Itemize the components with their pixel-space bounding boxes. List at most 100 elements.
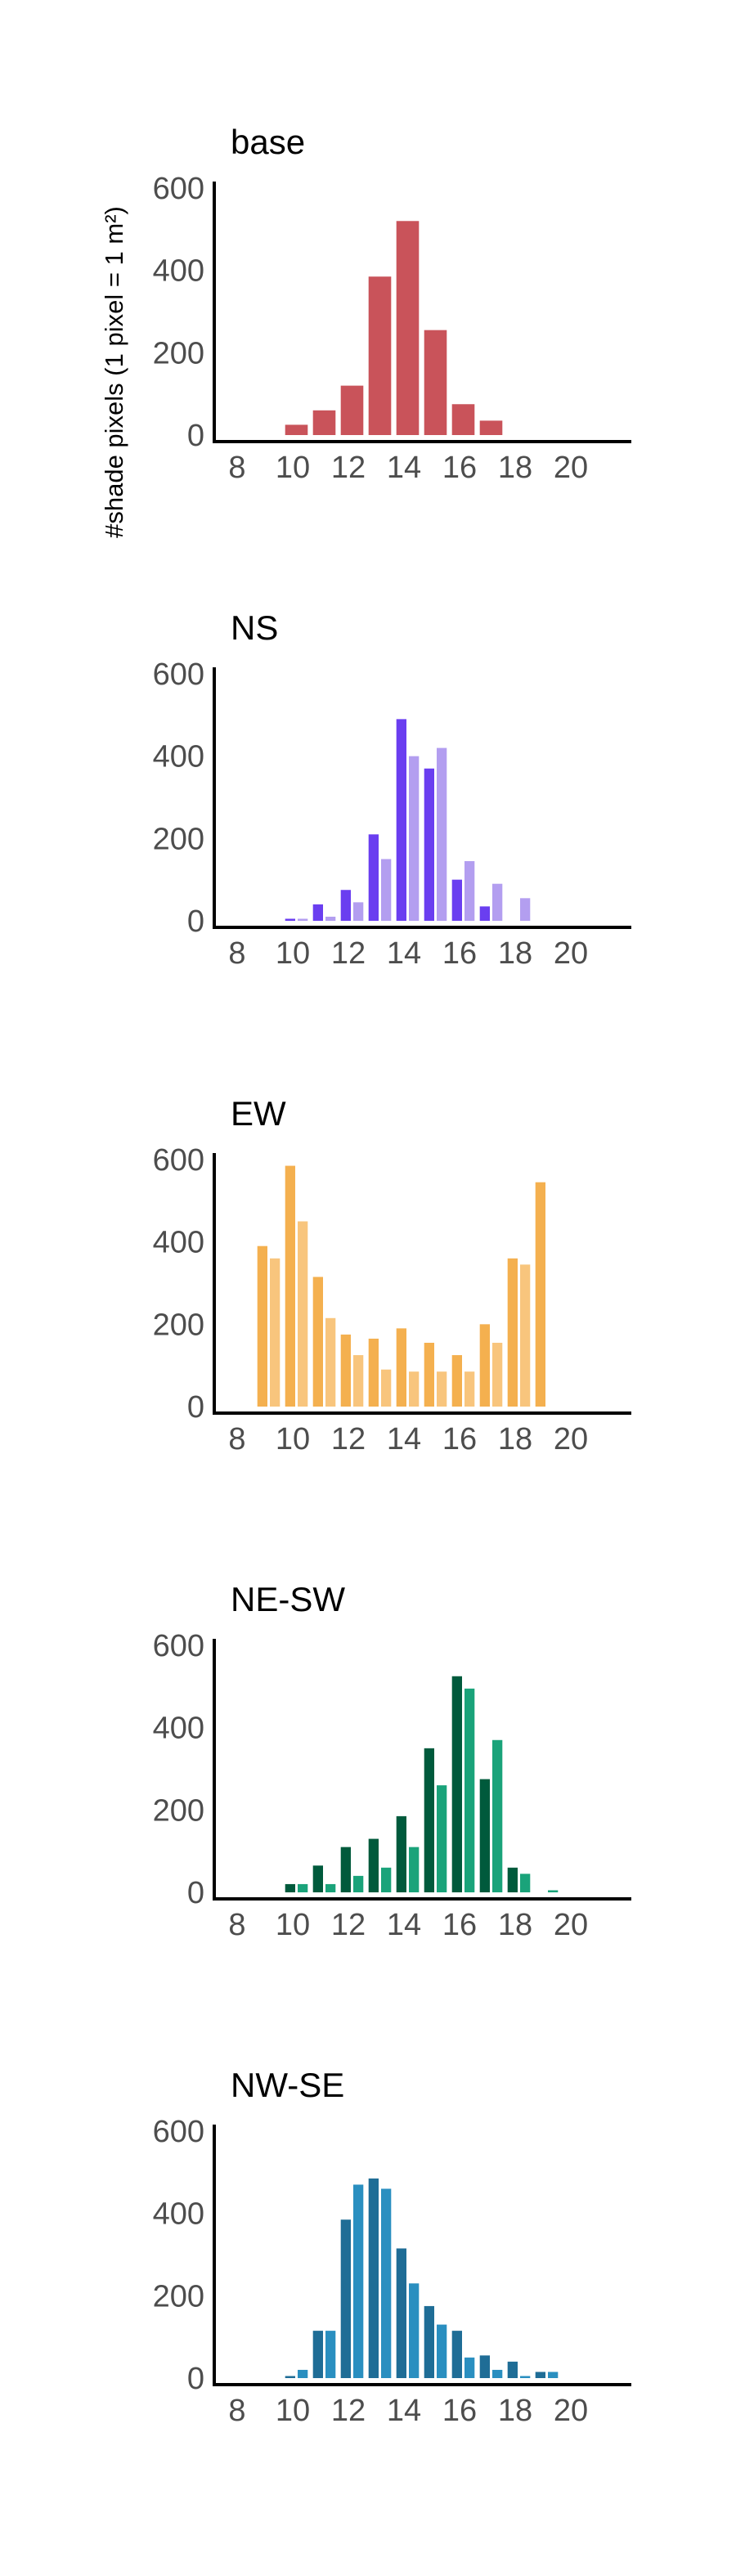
bar xyxy=(424,1342,434,1407)
bar xyxy=(479,1324,490,1407)
bar xyxy=(424,768,434,921)
bar xyxy=(298,1221,308,1407)
x-tick-label: 18 xyxy=(498,1908,532,1942)
y-tick-label: 200 xyxy=(153,2279,204,2313)
x-tick-label: 18 xyxy=(498,2394,532,2428)
bar xyxy=(424,2305,434,2378)
bar xyxy=(492,1739,503,1892)
y-tick-label: 400 xyxy=(153,1226,204,1260)
bar xyxy=(368,2178,379,2378)
bar xyxy=(464,1371,475,1407)
bar xyxy=(340,2219,351,2378)
bar xyxy=(437,1785,447,1892)
bar xyxy=(409,1371,420,1407)
x-tick-label: 16 xyxy=(442,1422,477,1456)
y-tick-label: 200 xyxy=(153,1308,204,1342)
bar xyxy=(285,2376,295,2378)
bar xyxy=(437,2324,447,2378)
y-tick-label: 0 xyxy=(187,1390,204,1425)
bar xyxy=(451,2331,462,2378)
x-tick-label: 18 xyxy=(498,451,532,485)
y-tick-label: 600 xyxy=(153,172,204,206)
bar xyxy=(285,424,308,435)
x-tick-label: 10 xyxy=(276,451,310,485)
y-tick-label: 400 xyxy=(153,1712,204,1746)
bar xyxy=(479,906,490,921)
bar xyxy=(298,2369,308,2378)
bar xyxy=(381,1369,392,1407)
bar xyxy=(353,1355,364,1407)
bar xyxy=(381,859,392,921)
x-tick-label: 14 xyxy=(387,1422,421,1456)
chart-panel-3: EW 0 200 400 600 8 10 12 14 16 18 20 xyxy=(153,1094,631,1456)
bar xyxy=(520,898,531,921)
y-tick-label: 200 xyxy=(153,1793,204,1828)
bar xyxy=(325,2331,336,2378)
bar xyxy=(353,902,364,921)
y-tick-label: 0 xyxy=(187,2362,204,2396)
x-tick-label: 20 xyxy=(554,1908,588,1942)
bar xyxy=(507,1867,518,1892)
panel-title: NE-SW xyxy=(231,1580,345,1618)
y-tick-label: 400 xyxy=(153,254,204,289)
x-tick-label: 10 xyxy=(276,1422,310,1456)
bar xyxy=(325,1317,336,1407)
x-tick-label: 10 xyxy=(276,936,310,971)
x-tick-label: 16 xyxy=(442,451,477,485)
x-tick-label: 12 xyxy=(331,1422,366,1456)
bar xyxy=(520,2376,531,2378)
bar xyxy=(451,879,462,921)
bar xyxy=(312,2331,323,2378)
bar xyxy=(548,2372,559,2378)
bar xyxy=(437,1371,447,1407)
bar xyxy=(340,1847,351,1892)
bar xyxy=(520,1264,531,1407)
x-tick-label: 14 xyxy=(387,2394,421,2428)
bar xyxy=(507,2361,518,2378)
y-tick-label: 600 xyxy=(153,1629,204,1663)
bar xyxy=(492,2369,503,2378)
x-tick-label: 20 xyxy=(554,936,588,971)
y-tick-label: 200 xyxy=(153,822,204,856)
panel-title: EW xyxy=(231,1094,286,1133)
bar xyxy=(396,1815,406,1892)
bar xyxy=(368,1338,379,1407)
x-tick-label: 20 xyxy=(554,2394,588,2428)
bar xyxy=(298,1883,308,1892)
bar xyxy=(340,890,351,921)
y-tick-label: 200 xyxy=(153,336,204,370)
bar xyxy=(409,2283,420,2378)
bar xyxy=(451,404,475,435)
y-tick-label: 400 xyxy=(153,2197,204,2232)
bar xyxy=(535,2372,545,2378)
x-tick-label: 12 xyxy=(331,451,366,485)
y-axis-title: #shade pixels (1 pixel = 1 m²) xyxy=(100,206,128,538)
y-tick-label: 0 xyxy=(187,1876,204,1910)
bar xyxy=(492,883,503,921)
bar xyxy=(424,330,447,435)
bar xyxy=(353,1875,364,1892)
bar xyxy=(464,2357,475,2378)
bar xyxy=(353,2184,364,2378)
x-tick-label: 20 xyxy=(554,1422,588,1456)
bar xyxy=(396,1328,406,1407)
x-tick-label: 14 xyxy=(387,936,421,971)
bar xyxy=(396,2248,406,2378)
bar xyxy=(437,747,447,921)
x-tick-label: 16 xyxy=(442,936,477,971)
bar xyxy=(285,1883,295,1892)
bar xyxy=(479,1779,490,1892)
bar xyxy=(285,1165,295,1407)
x-tick-label: 8 xyxy=(228,451,245,485)
bar xyxy=(381,1867,392,1892)
x-tick-label: 8 xyxy=(228,936,245,971)
x-tick-label: 20 xyxy=(554,451,588,485)
x-tick-label: 14 xyxy=(387,451,421,485)
bar xyxy=(312,1865,323,1892)
bar xyxy=(325,1883,336,1892)
bar xyxy=(340,1334,351,1407)
x-tick-label: 8 xyxy=(228,1908,245,1942)
bar xyxy=(368,1838,379,1892)
bar xyxy=(409,1847,420,1892)
bar xyxy=(381,2188,392,2378)
